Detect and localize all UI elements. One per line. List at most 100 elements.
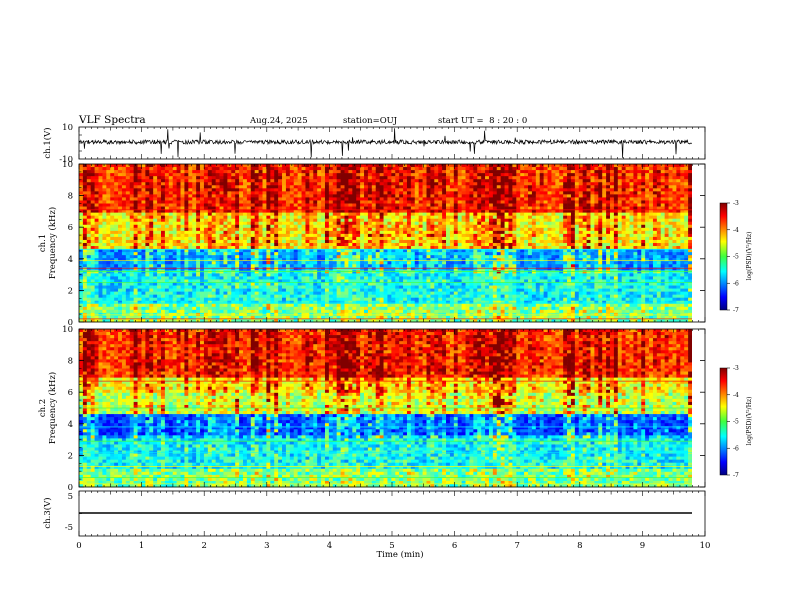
spectrogram-cell: [262, 267, 267, 271]
spectrogram-cell: [153, 176, 158, 180]
spectrogram-cell: [203, 215, 209, 220]
spectrogram-cell: [352, 303, 357, 308]
spectrogram-cell: [340, 206, 345, 210]
spectrogram-cell: [258, 282, 263, 286]
spectrogram-cell: [254, 270, 259, 274]
spectrogram-cell: [309, 164, 314, 168]
spectrogram-cell: [360, 243, 365, 247]
spectrogram-cell: [328, 197, 334, 201]
spectrogram-cell: [246, 261, 252, 265]
spectrogram-cell: [172, 270, 177, 274]
spectrogram-cell: [207, 200, 213, 204]
spectrogram-cell: [442, 200, 447, 204]
spectrogram-cell: [157, 164, 162, 168]
spectrogram-cell: [274, 288, 279, 292]
spectrogram-cell: [336, 236, 341, 241]
spectrogram-cell: [360, 182, 365, 186]
spectrogram-cell: [285, 276, 291, 280]
spectrogram-cell: [246, 170, 252, 174]
spectrogram-cell: [364, 164, 369, 168]
spectrogram-cell: [227, 267, 232, 271]
spectrogram-cell: [239, 255, 244, 259]
spectrogram-cell: [422, 218, 427, 223]
spectrogram-cell: [82, 191, 88, 195]
spectrogram-cell: [106, 167, 111, 171]
spectrogram-cell: [348, 249, 353, 253]
spectrogram-cell: [200, 288, 205, 292]
spectrogram-cell: [446, 300, 451, 305]
spectrogram-cell: [145, 170, 150, 174]
spectrogram-cell: [336, 197, 341, 201]
spectrogram-cell: [360, 236, 365, 241]
spectrogram-cell: [309, 221, 314, 226]
spectrogram-cell: [391, 176, 396, 180]
spectrogram-cell: [406, 258, 412, 262]
spectrogram-cell: [207, 236, 213, 241]
spectrogram-cell: [184, 164, 189, 168]
spectrogram-cell: [188, 206, 193, 210]
spectrogram-cell: [344, 315, 349, 320]
spectrogram-cell: [203, 197, 209, 201]
spectrogram-cell: [406, 282, 412, 286]
spectrogram-cell: [324, 252, 330, 256]
spectrogram-cell: [406, 176, 412, 180]
spectrogram-cell: [403, 209, 408, 213]
spectrogram-cell: [231, 300, 236, 305]
spectrogram-cell: [418, 294, 423, 299]
spectrogram-cell: [207, 173, 213, 177]
date-label: Aug.24, 2025: [249, 116, 308, 126]
spectrogram-cell: [239, 288, 244, 292]
spectrogram-cell: [426, 215, 431, 220]
spectrogram-cell: [231, 309, 236, 314]
spectrogram-cell: [250, 267, 256, 271]
spectrogram-cell: [110, 236, 115, 241]
spectrogram-cell: [110, 233, 115, 238]
spectrogram-cell: [434, 306, 439, 311]
spectrogram-cell: [344, 227, 349, 232]
spectrogram-cell: [332, 285, 338, 289]
spectrogram-cell: [278, 233, 283, 238]
spectrogram-cell: [215, 279, 220, 283]
spectrogram-cell: [125, 227, 131, 232]
spectrogram-cell: [168, 197, 174, 201]
spectrogram-cell: [239, 209, 244, 213]
spectrogram-cell: [266, 258, 271, 262]
spectrogram-cell: [90, 264, 95, 268]
spectrogram-cell: [219, 267, 224, 271]
spectrogram-cell: [235, 164, 240, 168]
spectrogram-cell: [118, 212, 123, 217]
spectrogram-cell: [106, 179, 111, 183]
spectrogram-cell: [184, 309, 189, 314]
spectrogram-cell: [328, 188, 334, 192]
spectrogram-cell: [391, 224, 396, 229]
spectrogram-cell: [340, 303, 345, 308]
spectrogram-cell: [160, 303, 166, 308]
spectrogram-cell: [200, 170, 205, 174]
spectrogram-cell: [106, 239, 111, 244]
spectrogram-cell: [418, 300, 423, 305]
spectrogram-cell: [79, 233, 84, 238]
spectrogram-cell: [192, 273, 197, 277]
spectrogram-cell: [301, 224, 306, 229]
spectrogram-cell: [383, 279, 388, 283]
spectrogram-cell: [442, 221, 447, 226]
spectrogram-cell: [149, 255, 154, 259]
spectrogram-cell: [266, 239, 271, 244]
spectrogram-cell: [309, 288, 314, 292]
spectrogram-cell: [145, 185, 150, 189]
spectrogram-cell: [321, 191, 326, 195]
spectrogram-cell: [418, 246, 423, 250]
spectrogram-cell: [449, 173, 455, 177]
spectrogram-cell: [426, 258, 431, 262]
spectrogram-cell: [246, 194, 252, 198]
spectrogram-cell: [118, 185, 123, 189]
spectrogram-cell: [227, 200, 232, 204]
spectrogram-cell: [149, 203, 154, 207]
spectrogram-cell: [446, 176, 451, 180]
spectrogram-cell: [313, 267, 318, 271]
spectrogram-cell: [125, 267, 131, 271]
spectrogram-cell: [200, 282, 205, 286]
spectrogram-cell: [242, 303, 248, 308]
spectrogram-cell: [258, 212, 263, 217]
spectrogram-cell: [211, 267, 216, 271]
